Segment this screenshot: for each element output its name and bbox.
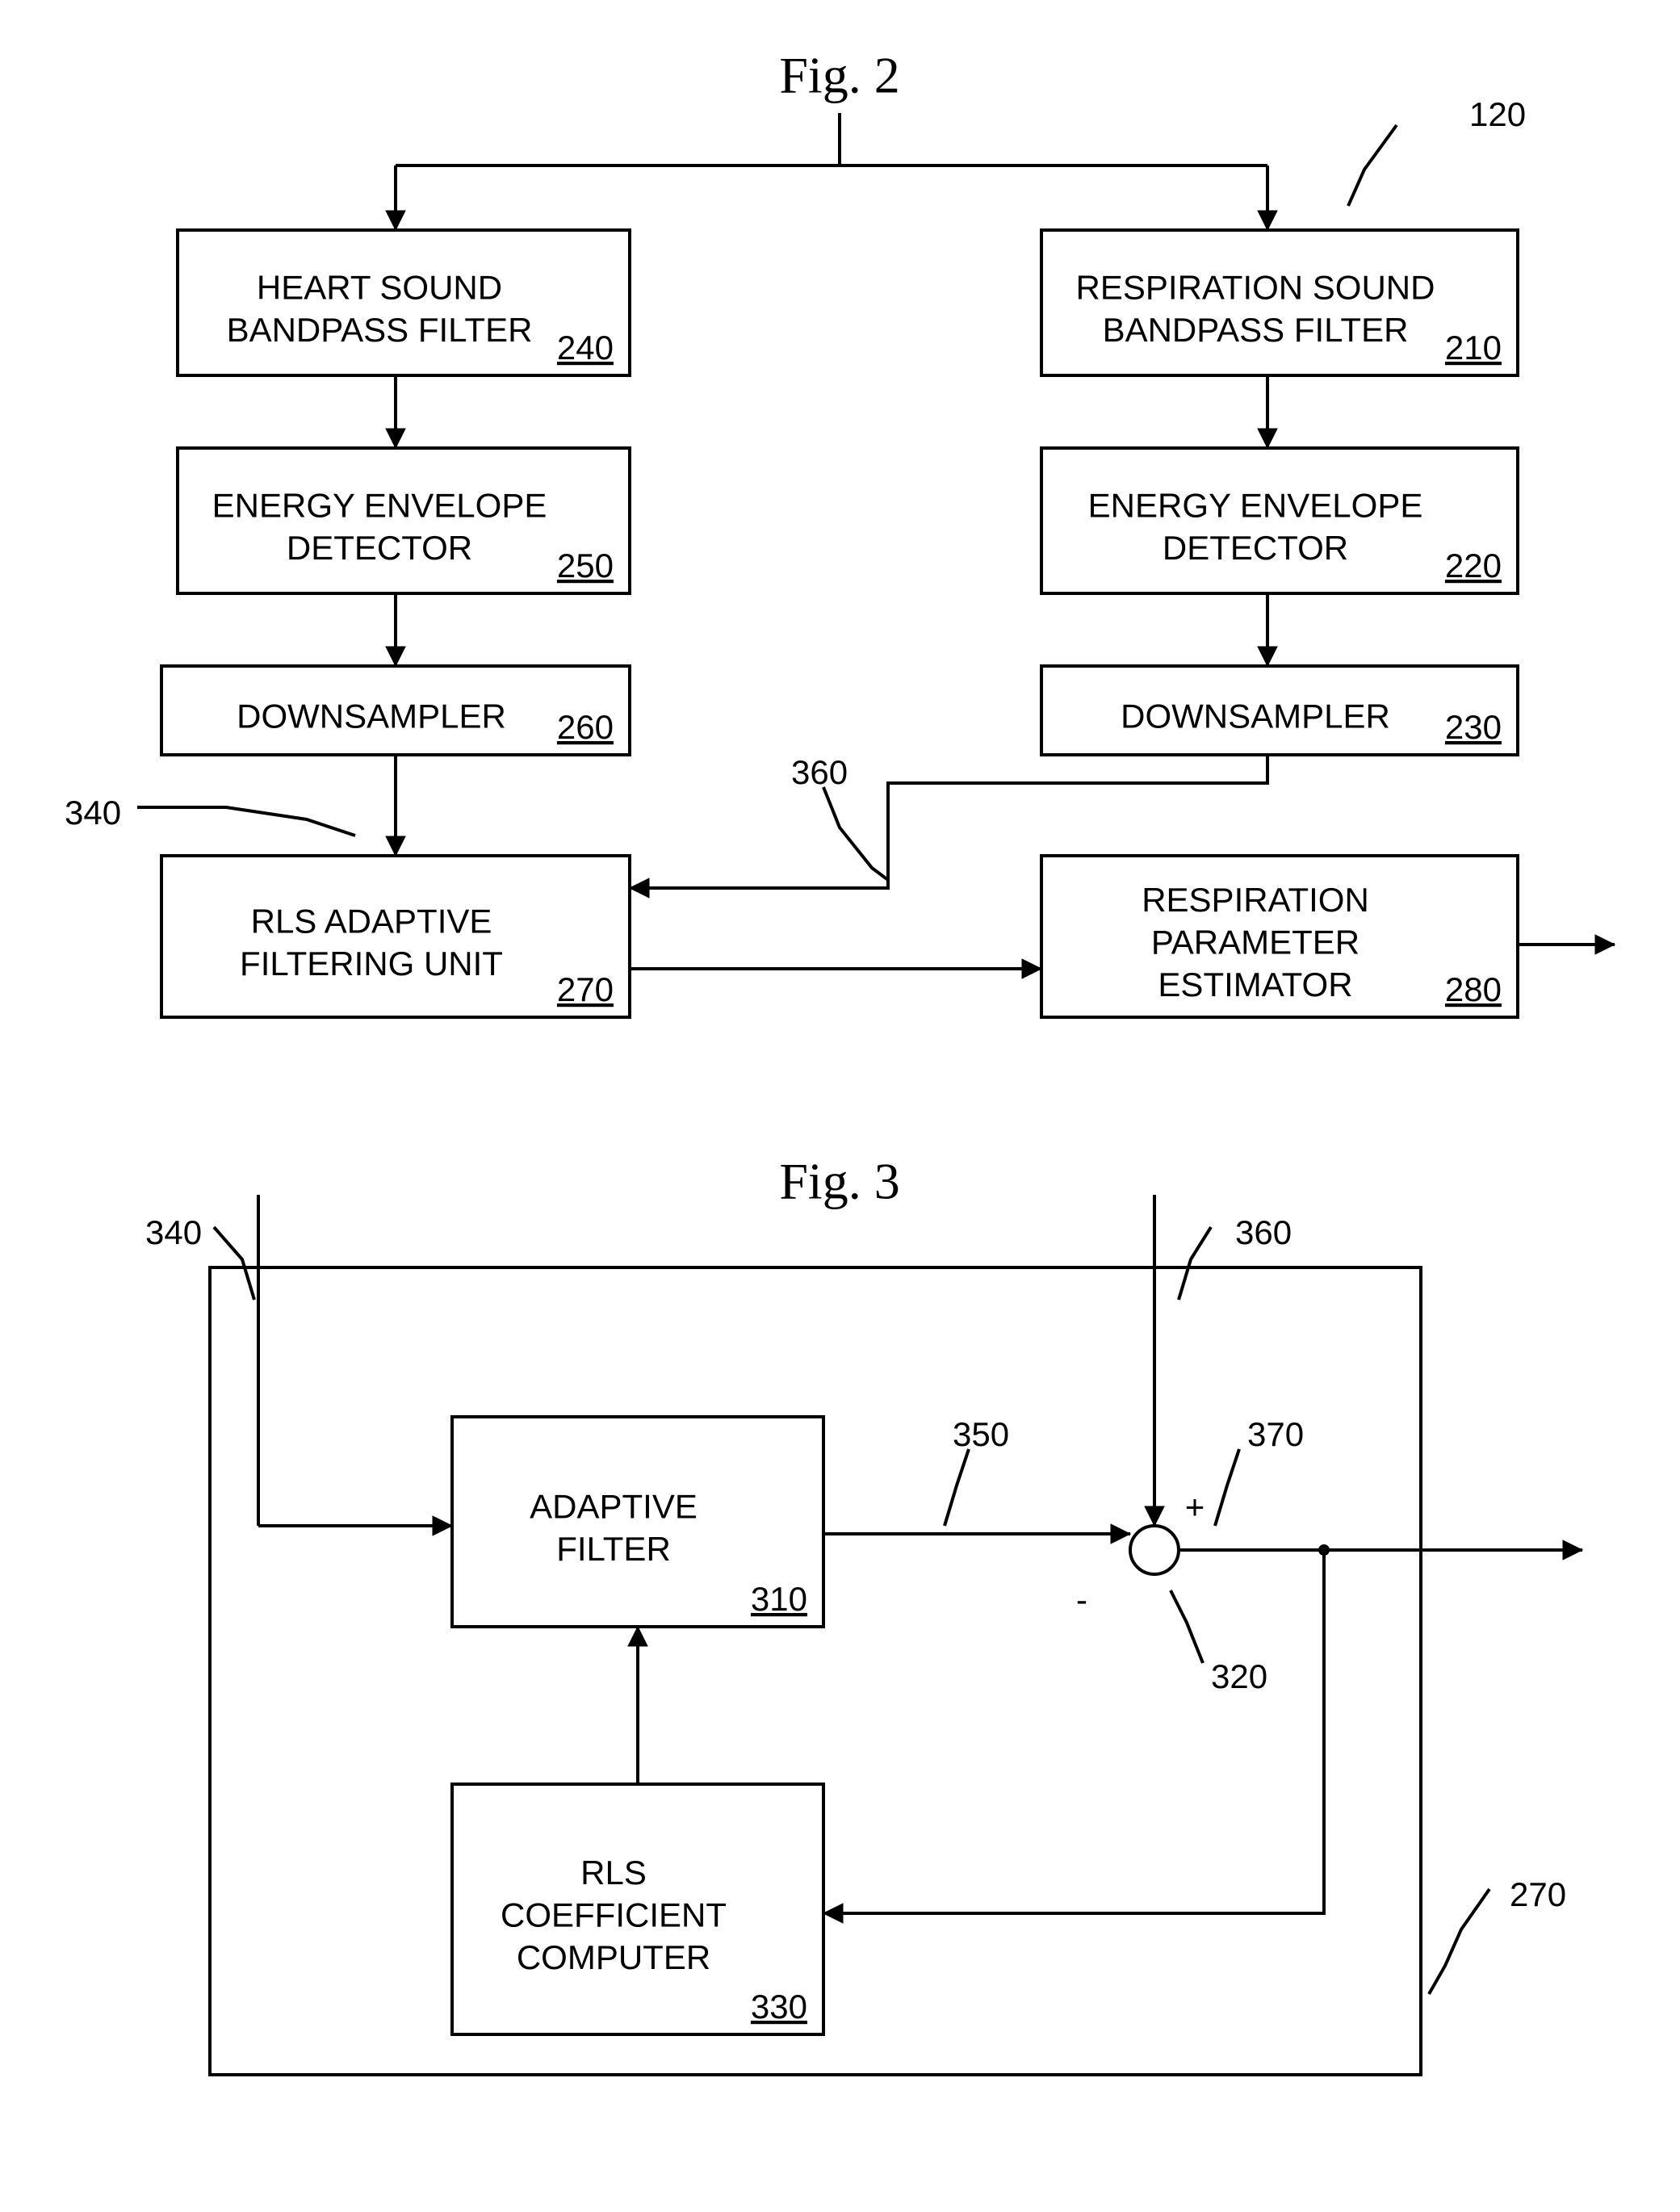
- svg-text:280: 280: [1445, 970, 1502, 1008]
- svg-text:Fig. 2: Fig. 2: [779, 47, 899, 104]
- svg-text:BANDPASS FILTER: BANDPASS FILTER: [1103, 311, 1409, 349]
- svg-text:COEFFICIENT: COEFFICIENT: [501, 1896, 727, 1934]
- svg-text:340: 340: [145, 1213, 202, 1251]
- svg-text:FILTER: FILTER: [556, 1530, 671, 1568]
- svg-text:DETECTOR: DETECTOR: [1163, 529, 1348, 567]
- svg-text:220: 220: [1445, 547, 1502, 584]
- svg-text:340: 340: [65, 794, 121, 832]
- svg-text:FILTERING UNIT: FILTERING UNIT: [240, 945, 503, 982]
- svg-text:120: 120: [1469, 95, 1526, 133]
- svg-text:COMPUTER: COMPUTER: [517, 1938, 710, 1976]
- svg-text:330: 330: [751, 1988, 807, 2026]
- svg-text:370: 370: [1247, 1415, 1304, 1453]
- svg-text:RLS ADAPTIVE: RLS ADAPTIVE: [251, 902, 492, 940]
- svg-text:ENERGY ENVELOPE: ENERGY ENVELOPE: [212, 486, 547, 524]
- svg-text:RESPIRATION SOUND: RESPIRATION SOUND: [1076, 268, 1435, 306]
- svg-text:250: 250: [557, 547, 614, 584]
- svg-text:BANDPASS FILTER: BANDPASS FILTER: [227, 311, 533, 349]
- svg-text:240: 240: [557, 329, 614, 367]
- svg-text:DOWNSAMPLER: DOWNSAMPLER: [1121, 698, 1390, 735]
- svg-text:320: 320: [1211, 1657, 1267, 1695]
- svg-text:260: 260: [557, 708, 614, 746]
- svg-text:RESPIRATION: RESPIRATION: [1142, 881, 1369, 919]
- svg-text:360: 360: [1235, 1213, 1292, 1251]
- svg-text:210: 210: [1445, 329, 1502, 367]
- svg-text:DOWNSAMPLER: DOWNSAMPLER: [237, 698, 506, 735]
- svg-text:ESTIMATOR: ESTIMATOR: [1158, 966, 1352, 1003]
- svg-text:270: 270: [557, 970, 614, 1008]
- svg-text:270: 270: [1510, 1875, 1566, 1913]
- svg-text:350: 350: [953, 1415, 1009, 1453]
- svg-text:PARAMETER: PARAMETER: [1151, 924, 1360, 961]
- svg-text:ADAPTIVE: ADAPTIVE: [530, 1487, 698, 1525]
- svg-text:HEART SOUND: HEART SOUND: [257, 268, 502, 306]
- svg-text:-: -: [1076, 1581, 1087, 1619]
- svg-text:230: 230: [1445, 708, 1502, 746]
- svg-text:DETECTOR: DETECTOR: [287, 529, 472, 567]
- svg-text:360: 360: [791, 753, 848, 791]
- svg-text:+: +: [1185, 1488, 1205, 1526]
- svg-text:Fig. 3: Fig. 3: [779, 1153, 899, 1210]
- svg-text:RLS: RLS: [580, 1854, 647, 1892]
- svg-text:310: 310: [751, 1580, 807, 1618]
- svg-text:ENERGY ENVELOPE: ENERGY ENVELOPE: [1088, 486, 1423, 524]
